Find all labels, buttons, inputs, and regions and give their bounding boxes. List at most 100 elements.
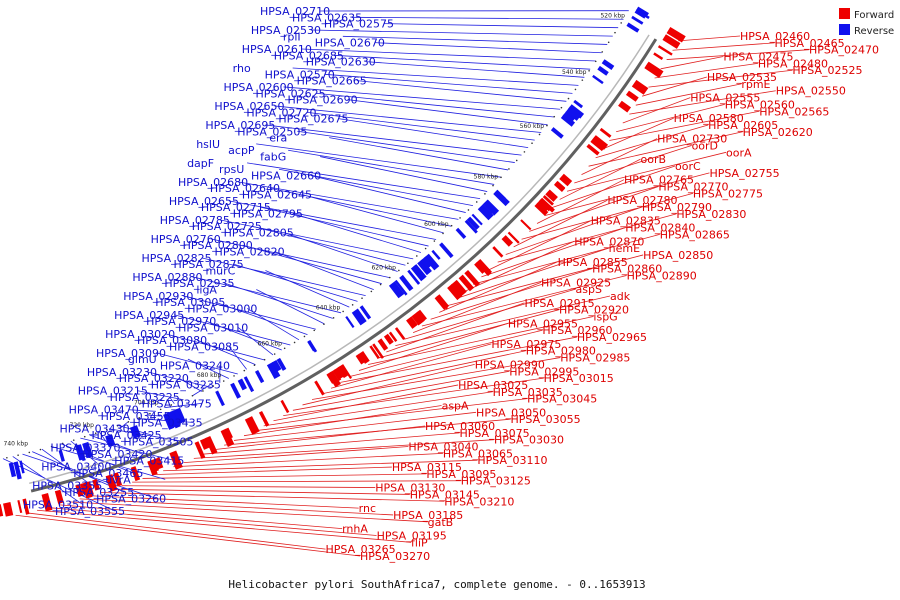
forward-gene-label: HPSA_02835 <box>591 215 661 228</box>
reverse-gene-block <box>75 444 84 461</box>
forward-gene-label: HPSA_03095 <box>426 468 496 481</box>
forward-gene-block <box>221 428 234 446</box>
forward-label-connector <box>26 512 326 550</box>
reverse-gene-label: HPSA_02695 <box>205 119 275 132</box>
kbp-tick-mark <box>83 435 86 438</box>
forward-gene-label: HPSA_02560 <box>725 98 795 111</box>
reverse-gene-label: HPSA_03370 <box>50 442 120 455</box>
kbp-tick-mark <box>323 323 325 325</box>
reverse-gene-label: HPSA_03225 <box>110 391 180 404</box>
forward-gene-label: HPSA_02915 <box>524 297 594 310</box>
reverse-label-connector <box>247 308 300 341</box>
reverse-gene-block <box>565 106 582 121</box>
forward-gene-block <box>355 353 365 365</box>
label-connector-lines <box>2 10 809 557</box>
reverse-gene-label: HPSA_03415 <box>114 454 184 467</box>
kbp-tick-mark <box>588 69 590 72</box>
reverse-label-connector <box>347 99 548 126</box>
kbp-tick-mark <box>313 329 316 332</box>
forward-gene-label: gatB <box>428 516 454 529</box>
reverse-gene-block <box>254 370 265 384</box>
kbp-tick-mark <box>523 151 526 153</box>
kbp-tick-label: 580 kbp <box>474 174 499 181</box>
reverse-label-connector <box>329 137 509 171</box>
reverse-gene-block <box>439 242 454 259</box>
forward-label-connector <box>132 480 461 483</box>
forward-gene-block <box>539 198 550 209</box>
reverse-gene-block <box>482 199 500 216</box>
reverse-gene-label: HPSA_02715 <box>201 201 271 214</box>
reverse-label-connector <box>283 86 561 110</box>
forward-gene-label: HPSA_02985 <box>560 352 630 365</box>
forward-label-connector <box>163 459 478 472</box>
kbp-tick-mark <box>361 297 363 299</box>
reverse-label-connector <box>315 92 554 118</box>
forward-gene-block <box>258 410 270 427</box>
forward-gene-block <box>314 380 325 396</box>
kbp-tick-mark <box>546 124 548 127</box>
reverse-gene-label: HPSA_02645 <box>242 189 312 202</box>
reverse-gene-label: HPSA_02690 <box>287 94 357 107</box>
forward-gene-label: HPSA_02830 <box>676 208 746 221</box>
forward-gene-block <box>388 331 398 343</box>
kbp-tick-mark <box>39 448 42 451</box>
reverse-label-connector <box>174 314 291 346</box>
kbp-tick-mark <box>424 247 427 250</box>
reverse-gene-label: HPSA_03510 <box>23 499 93 512</box>
kbp-tick-mark <box>263 358 266 361</box>
forward-gene-label: HPSA_02775 <box>693 187 763 200</box>
forward-gene-label: HPSA_02460 <box>740 30 810 43</box>
forward-gene-label: HPSA_02855 <box>558 256 628 269</box>
forward-label-connector <box>456 247 609 299</box>
reverse-gene-block <box>237 378 247 391</box>
forward-gene-block <box>416 309 427 322</box>
reverse-label-connector <box>41 448 93 487</box>
forward-label-connector <box>602 117 674 150</box>
forward-gene-label: HPSA_02565 <box>759 105 829 118</box>
forward-label-connector <box>629 90 776 115</box>
reverse-gene-block <box>562 111 576 124</box>
forward-label-connector <box>173 452 443 468</box>
reverse-gene-block <box>471 213 483 226</box>
reverse-gene-block <box>8 462 17 478</box>
forward-gene-label: HPSA_03210 <box>444 495 514 508</box>
reverse-label-connector <box>251 225 406 266</box>
forward-gene-block <box>653 52 664 61</box>
forward-gene-block <box>631 79 649 95</box>
forward-gene-label: oorA <box>726 146 752 159</box>
forward-label-connector <box>616 104 725 133</box>
forward-gene-label: HPSA_02525 <box>792 64 862 77</box>
kbp-tick-mark <box>500 176 502 179</box>
reverse-label-connector <box>237 327 274 356</box>
reverse-gene-label: glmU <box>128 353 157 366</box>
reverse-label-connector <box>205 320 282 351</box>
forward-gene-label: aspA <box>442 399 469 412</box>
reverse-gene-block <box>345 315 355 329</box>
forward-gene-block <box>199 437 211 450</box>
forward-label-connector <box>234 411 477 441</box>
reverse-gene-block <box>271 360 282 372</box>
forward-gene-block <box>406 316 418 329</box>
kbp-tick-mark <box>273 353 276 355</box>
kbp-tick-mark <box>553 115 556 118</box>
forward-gene-label: adk <box>610 290 631 303</box>
reverse-label-connector <box>333 54 591 70</box>
reverse-label-connector <box>292 213 422 253</box>
reverse-gene-label: HPSA_02570 <box>265 68 335 81</box>
kbp-tick-mark <box>94 432 97 434</box>
reverse-label-connector <box>196 339 256 366</box>
reverse-gene-block <box>399 274 414 292</box>
reverse-gene-block <box>307 339 318 353</box>
forward-gene-label: HPSA_02890 <box>627 269 697 282</box>
reverse-gene-block <box>407 269 421 285</box>
reverse-gene-label: HPSA_03430 <box>59 423 129 436</box>
kbp-tick-label: 700 kbp <box>134 399 159 406</box>
forward-label-connector <box>404 288 576 340</box>
forward-label-connector <box>312 357 561 400</box>
forward-gene-label: HPSA_03075 <box>459 427 529 440</box>
kbp-tick-mark <box>233 375 235 377</box>
kbp-tick-mark <box>105 428 108 431</box>
forward-gene-label: aspS <box>576 283 602 296</box>
forward-gene-label: HPSA_02780 <box>607 194 677 207</box>
forward-gene-label: HPSA_02765 <box>624 174 694 187</box>
